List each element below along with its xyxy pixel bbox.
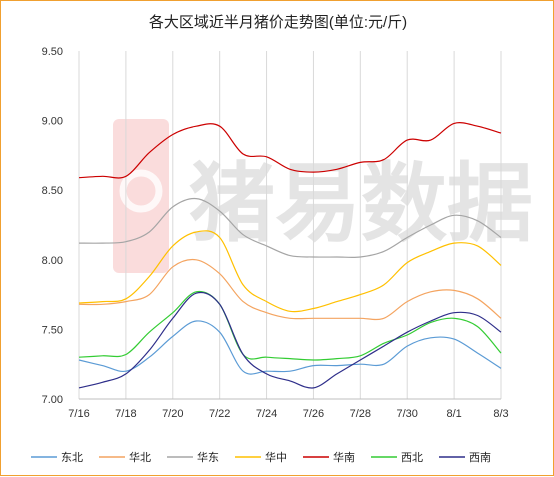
y-tick-label: 8.50 (42, 185, 63, 197)
chart-title: 各大区域近半月猪价走势图(单位:元/斤) (149, 14, 407, 31)
x-tick-label: 8/3 (493, 408, 508, 420)
series-line-5 (78, 290, 502, 361)
y-tick-label: 9.00 (42, 116, 63, 128)
legend-label-5: 西北 (401, 451, 423, 464)
series-line-2 (78, 197, 502, 258)
x-tick-label: 7/22 (209, 408, 230, 420)
legend-label-2: 华东 (197, 450, 219, 464)
y-tick-label: 7.00 (42, 394, 63, 406)
y-tick-label: 9.50 (42, 46, 63, 58)
legend-label-3: 华中 (265, 450, 287, 464)
x-tick-label: 7/16 (68, 408, 89, 420)
series-line-1 (78, 258, 502, 321)
legend-label-6: 西南 (469, 451, 491, 464)
x-tick-label: 7/20 (162, 408, 183, 420)
y-tick-label: 8.00 (42, 255, 63, 267)
axes: 7/16 7/18 7/20 7/22 7/24 7/26 7/28 7/30 8/1 8/3 9.… (42, 46, 509, 420)
x-tick-label: 7/18 (115, 408, 136, 420)
legend: 东北 华北 华东 华中 华南 西北 西南 (31, 450, 491, 464)
y-tick-label: 7.50 (42, 324, 63, 336)
legend-label-4: 华南 (333, 450, 355, 464)
watermark-logo-circle (119, 169, 163, 213)
x-tick-label: 7/28 (350, 408, 371, 420)
series-line-0 (78, 320, 502, 375)
watermark-logo (113, 119, 169, 273)
watermark-text: 猪易数据 (189, 154, 533, 254)
series-line-6 (78, 291, 502, 389)
x-tick-label: 7/24 (256, 408, 277, 420)
x-tick-label: 7/26 (303, 408, 324, 420)
legend-label-1: 华北 (129, 450, 151, 464)
grid (78, 51, 502, 399)
watermark: 猪易数据 (113, 119, 533, 273)
legend-label-0: 东北 (61, 451, 83, 464)
x-tick-label: 7/30 (397, 408, 418, 420)
series-group (78, 122, 502, 389)
series-line-4 (78, 122, 502, 179)
x-tick-label: 8/1 (446, 408, 461, 420)
series-line-3 (78, 230, 502, 313)
